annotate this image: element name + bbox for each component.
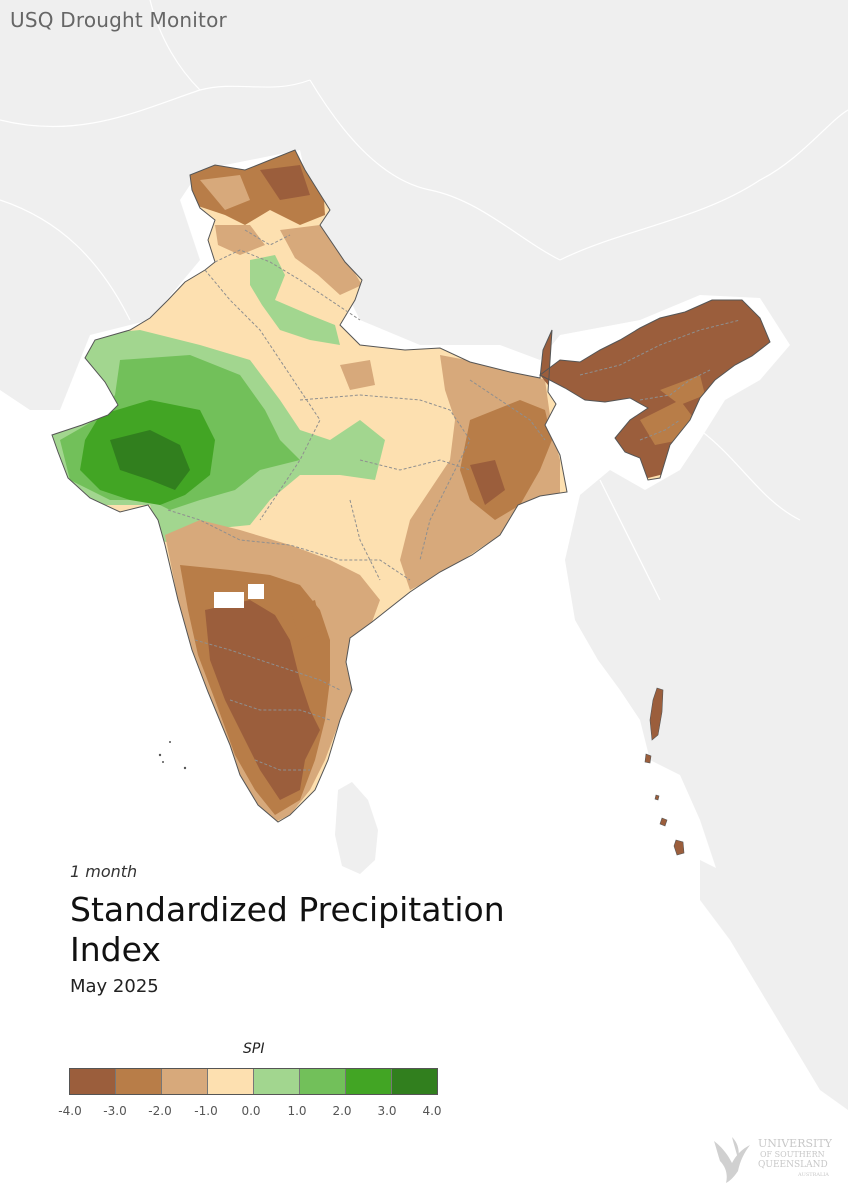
legend-swatch [392,1069,437,1094]
legend-tick: 4.0 [422,1104,442,1118]
lakshadweep-islands [158,741,187,770]
legend-title: SPI [243,1041,265,1057]
legend-tick: -1.0 [194,1104,218,1118]
legend-tick: 2.0 [332,1104,352,1118]
legend-tick: -3.0 [103,1104,127,1118]
legend-swatch [162,1069,208,1094]
legend-swatch [346,1069,392,1094]
map-date: May 2025 [70,976,159,997]
india-outline [51,149,771,823]
background-landmasses [0,0,848,1110]
legend-tick: 0.0 [241,1104,261,1118]
legend-swatch [300,1069,346,1094]
legend-swatch [208,1069,254,1094]
andaman-nicobar-islands [644,687,685,856]
legend-swatch [70,1069,116,1094]
legend-bar [69,1068,438,1095]
legend-swatch [116,1069,162,1094]
logo-line3: QUEENSLAND [758,1160,828,1170]
university-logo: UNIVERSITY OF SOUTHERN QUEENSLAND AUSTRA… [714,1137,832,1183]
legend-tick: -4.0 [58,1104,82,1118]
legend-swatch [254,1069,300,1094]
app-title: USQ Drought Monitor [10,8,227,32]
map-title: Standardized Precipitation Index [70,890,505,969]
legend-tick: -2.0 [148,1104,172,1118]
legend-tick: 3.0 [377,1104,397,1118]
logo-line1: UNIVERSITY [758,1137,832,1150]
map-period: 1 month [70,862,138,881]
logo-line4: AUSTRALIA [797,1172,829,1178]
legend-tick: 1.0 [287,1104,307,1118]
logo-line2: OF SOUTHERN [760,1150,825,1159]
state-borders [167,229,741,771]
background-borders [0,0,848,600]
